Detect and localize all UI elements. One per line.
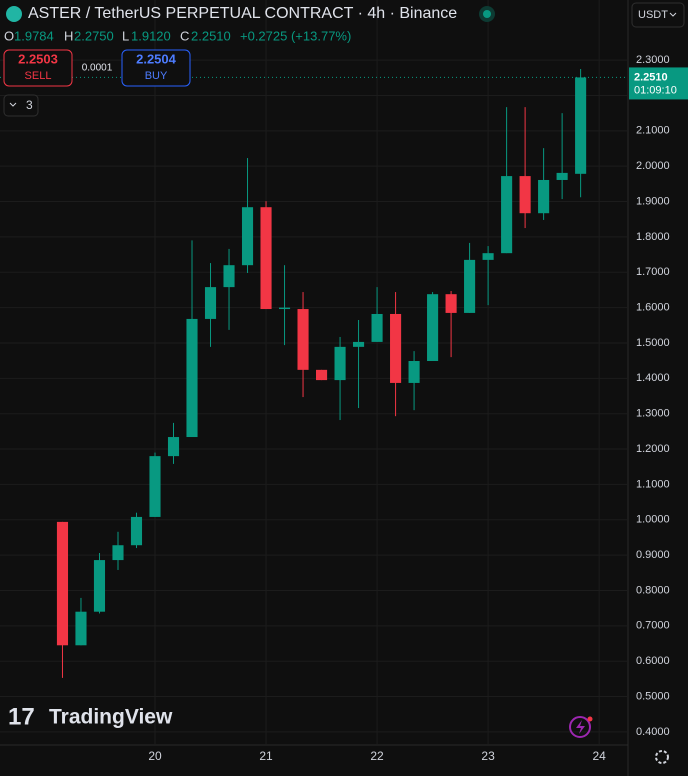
logo-mark: 17 — [8, 703, 35, 730]
buy-label[interactable]: BUY — [145, 70, 168, 82]
y-tick-label: 0.4000 — [636, 726, 670, 738]
y-tick-label: 1.9000 — [636, 195, 670, 207]
candle-body — [538, 179, 550, 214]
candle-body — [464, 259, 476, 313]
y-tick-label: 2.0000 — [636, 160, 670, 172]
candle-body — [149, 456, 161, 517]
candle-body — [427, 294, 439, 362]
buy-button[interactable] — [121, 49, 191, 87]
candle-body — [316, 369, 328, 381]
candle-body — [519, 176, 531, 214]
notification-dot — [587, 716, 593, 722]
y-tick-label: 1.1000 — [636, 478, 670, 490]
lightning-icon[interactable] — [569, 716, 591, 738]
candle-body — [93, 560, 106, 612]
y-tick-label: 2.3000 — [636, 54, 670, 66]
ohlc-value: 1.9120 — [131, 28, 171, 43]
y-tick-label: 1.5000 — [636, 337, 670, 349]
y-tick-label: 1.4000 — [636, 372, 670, 384]
y-tick-label: 0.8000 — [636, 584, 670, 596]
candle-body — [204, 287, 217, 319]
y-tick-label: 2.1000 — [636, 125, 670, 137]
candle-body — [112, 545, 124, 561]
candle-body — [223, 265, 235, 288]
ohlc-key: O — [4, 28, 14, 43]
y-tick-label: 1.0000 — [636, 514, 670, 526]
y-tick-label: 0.7000 — [636, 620, 670, 632]
buy-price[interactable]: 2.2504 — [136, 51, 177, 66]
candle-body — [130, 516, 143, 546]
candle-body — [56, 521, 69, 646]
candle-body — [408, 361, 420, 383]
ohlc-value: 1.9784 — [14, 28, 54, 43]
x-tick-label: 21 — [259, 749, 273, 763]
y-tick-label: 1.6000 — [636, 302, 670, 314]
y-tick-label: 1.8000 — [636, 231, 670, 243]
sell-button[interactable] — [3, 49, 73, 87]
candle-body — [186, 318, 198, 438]
candle-body — [260, 207, 272, 310]
ohlc-key: H — [64, 28, 73, 43]
price-tag — [629, 67, 688, 100]
indicators-count[interactable]: 3 — [26, 98, 33, 112]
lightning-bolt — [576, 720, 585, 734]
x-tick-label: 20 — [148, 749, 162, 763]
x-tick-label: 22 — [370, 749, 384, 763]
symbol-title: ASTER / TetherUS PERPETUAL CONTRACT · 4h… — [28, 5, 457, 22]
y-tick-label: 0.6000 — [636, 655, 670, 667]
y-tick-label: 1.7000 — [636, 266, 670, 278]
candle-body — [75, 611, 87, 646]
price-tag-label: 2.2510 — [634, 71, 668, 83]
candle-body — [297, 309, 309, 370]
currency-button[interactable] — [631, 2, 685, 28]
spread: 0.0001 — [82, 63, 113, 74]
settings-icon[interactable] — [655, 750, 669, 764]
price-tag-countdown: 01:09:10 — [634, 84, 677, 96]
chevron — [669, 12, 677, 17]
ohlc-key: L — [122, 28, 129, 43]
indicators-toggle[interactable] — [3, 94, 39, 117]
status-dot — [483, 10, 491, 18]
candle-body — [353, 341, 365, 347]
x-tick-label: 23 — [481, 749, 495, 763]
ohlc-value: 2.2510 — [191, 28, 231, 43]
change: +0.2725 (+13.77%) — [240, 28, 351, 43]
candle-body — [241, 207, 254, 266]
y-tick-label: 0.9000 — [636, 549, 670, 561]
candle-body — [390, 313, 402, 383]
candle-body — [575, 77, 587, 174]
sell-price[interactable]: 2.2503 — [18, 51, 58, 66]
sell-label[interactable]: SELL — [25, 70, 52, 82]
candle-body — [371, 313, 383, 342]
chevron — [9, 102, 17, 107]
ohlc-key: C — [180, 28, 189, 43]
logo: TradingView — [49, 706, 173, 729]
currency[interactable]: USDT — [638, 9, 668, 21]
overlay: ASTER / TetherUS PERPETUAL CONTRACT · 4h… — [3, 2, 685, 764]
candle-body — [167, 437, 180, 457]
y-tick-label: 1.3000 — [636, 408, 670, 420]
ohlc-value: 2.2750 — [74, 28, 114, 43]
candle-body — [556, 172, 568, 180]
candle-body — [334, 346, 346, 381]
y-tick-label: 1.2000 — [636, 443, 670, 455]
candle-body — [482, 253, 494, 260]
candle-body — [501, 176, 513, 254]
y-tick-label: 0.5000 — [636, 690, 670, 702]
candle-body — [278, 307, 291, 310]
x-tick-label: 24 — [592, 749, 606, 763]
symbol-icon — [6, 6, 22, 22]
candle-body — [445, 294, 457, 313]
